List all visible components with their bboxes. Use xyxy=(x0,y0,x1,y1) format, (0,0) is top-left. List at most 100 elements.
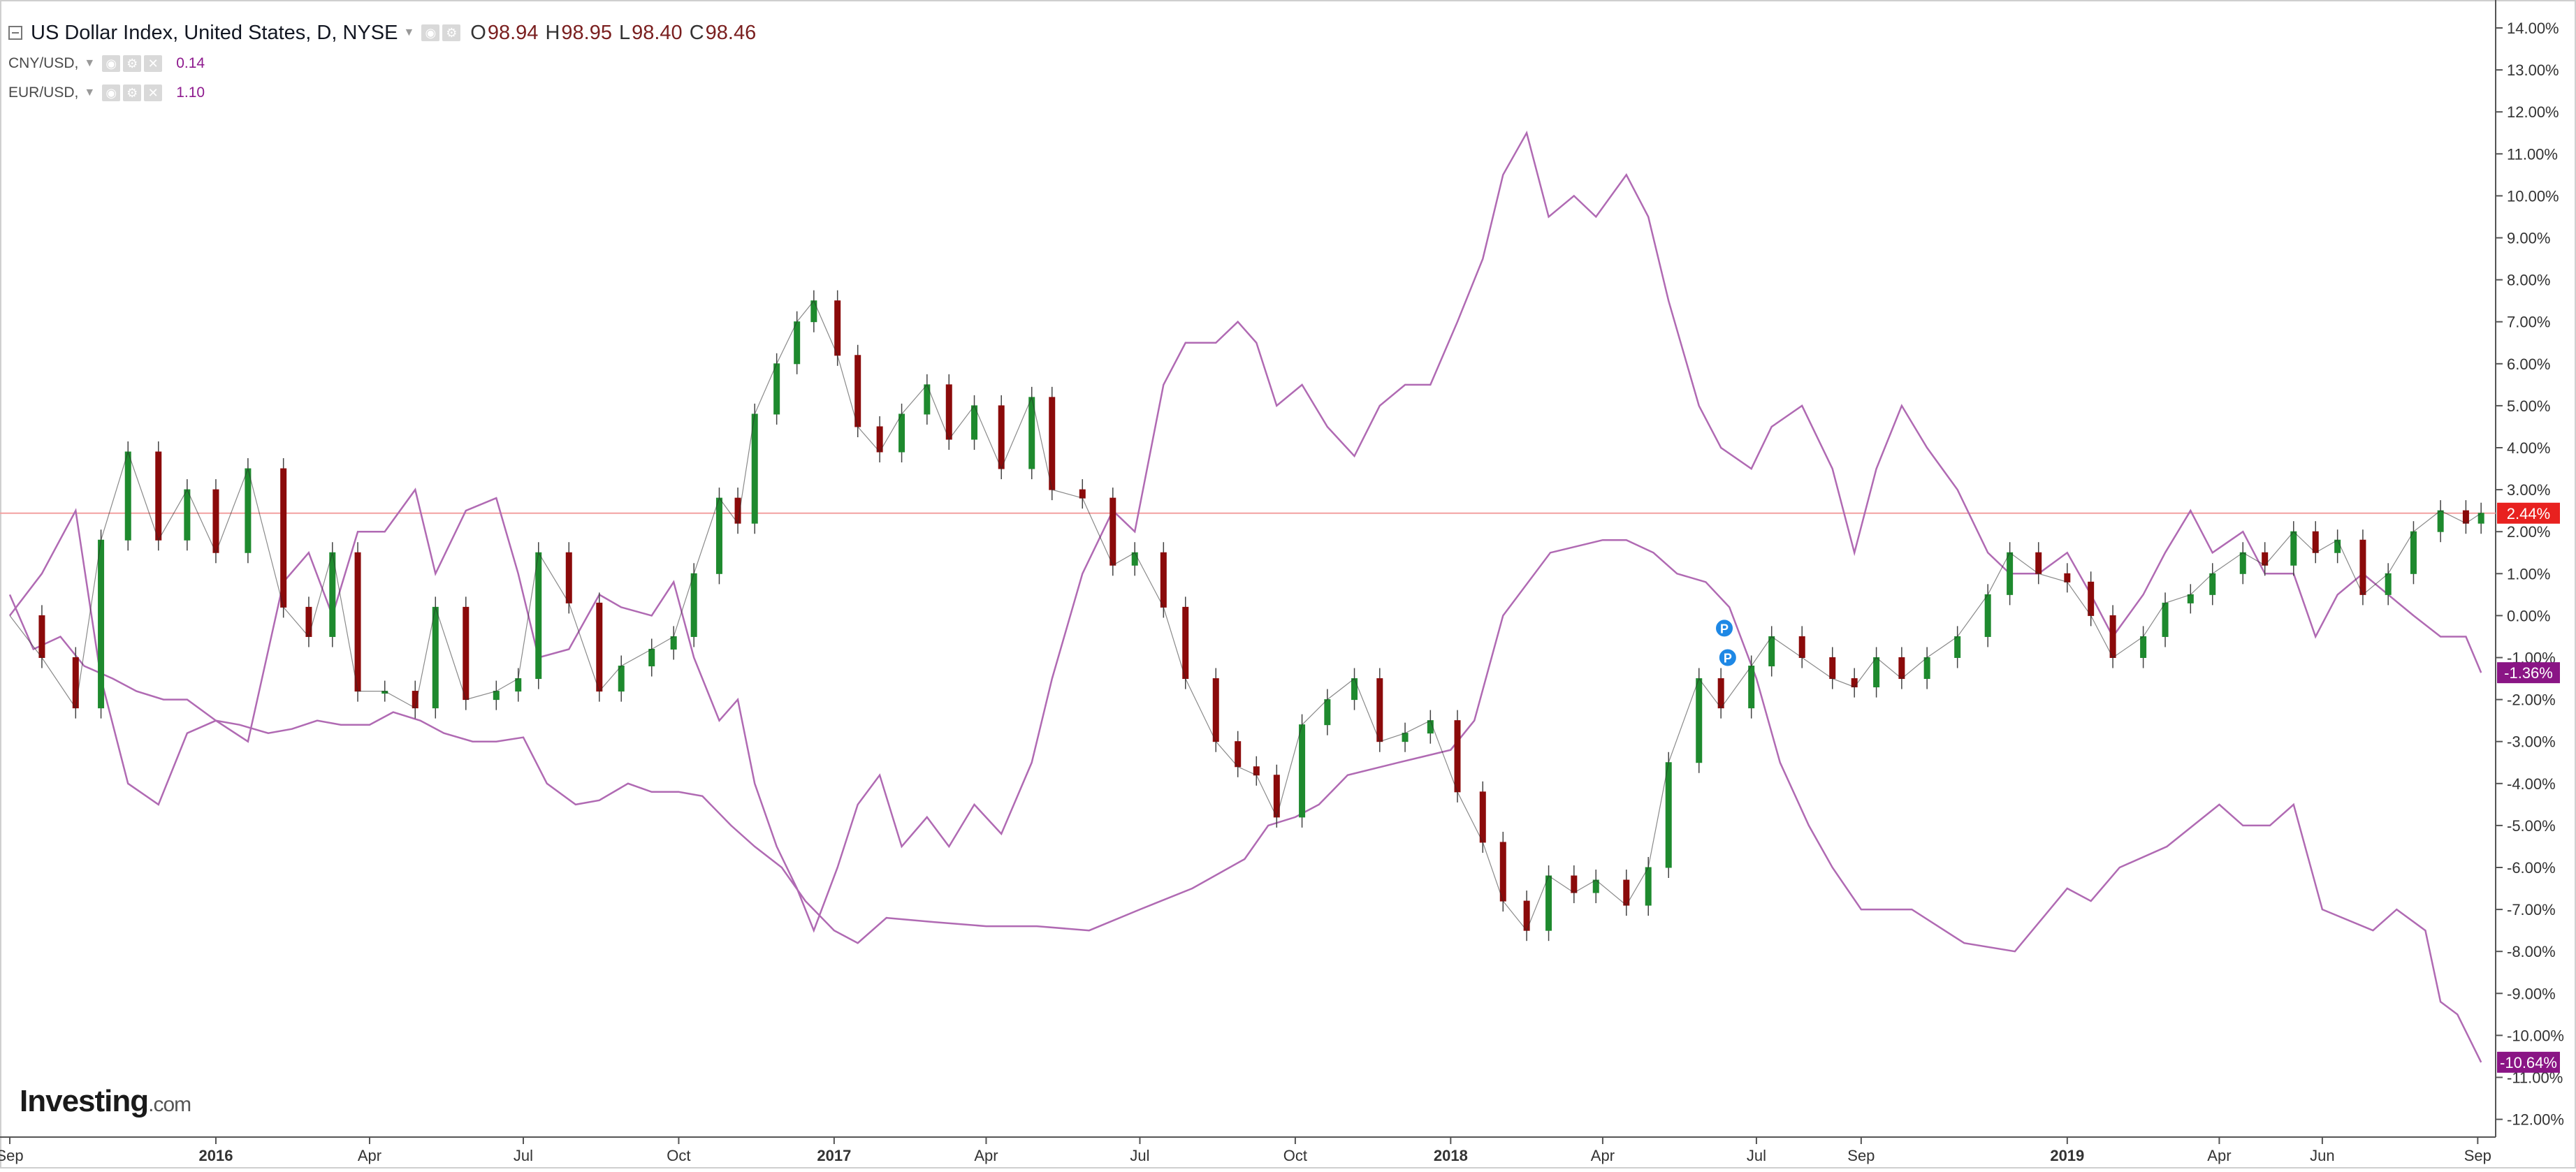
dxy-last-badge-text: 2.44% xyxy=(2507,505,2550,522)
candle xyxy=(1623,870,1630,916)
chevron-down-icon[interactable]: ▼ xyxy=(84,57,96,69)
candle xyxy=(1351,668,1358,710)
candle xyxy=(1768,626,1775,677)
low-value: 98.40 xyxy=(632,21,683,44)
candle-body xyxy=(72,657,79,709)
candle xyxy=(715,488,722,585)
candle-body xyxy=(1212,678,1219,742)
eye-icon[interactable]: ◉ xyxy=(421,24,440,41)
gear-icon[interactable]: ⚙ xyxy=(442,24,461,41)
dxy-last-badge: 2.44% xyxy=(2497,502,2560,524)
x-tick-label: Sep xyxy=(2464,1147,2491,1164)
collapse-icon[interactable] xyxy=(8,26,22,40)
candle xyxy=(1829,647,1836,689)
candle-body xyxy=(898,413,905,453)
y-tick-label: 5.00% xyxy=(2507,397,2550,415)
x-tick-label: 2016 xyxy=(198,1147,233,1164)
x-tick-label: Apr xyxy=(1591,1147,1615,1164)
chevron-down-icon[interactable]: ▼ xyxy=(84,87,96,98)
y-tick-label: -12.00% xyxy=(2507,1111,2564,1129)
candle xyxy=(1273,764,1280,828)
candle-body xyxy=(715,497,722,574)
y-tick-label: -2.00% xyxy=(2507,691,2556,709)
candle-body xyxy=(1402,733,1409,742)
candle xyxy=(618,655,625,702)
gear-icon[interactable]: ⚙ xyxy=(123,55,142,72)
candle xyxy=(1954,626,1961,668)
candle-body xyxy=(945,384,952,440)
eur-usd-line xyxy=(9,130,2482,933)
y-tick-label: 0.00% xyxy=(2507,607,2550,624)
eye-icon[interactable]: ◉ xyxy=(102,55,121,72)
candle xyxy=(1923,647,1930,689)
candle-body xyxy=(1182,606,1189,680)
candle xyxy=(1109,488,1116,576)
open-label: O xyxy=(470,21,486,44)
candle xyxy=(924,374,931,425)
event-marker[interactable]: P xyxy=(1717,647,1738,668)
candle-body xyxy=(1131,552,1138,566)
candle-body xyxy=(2162,602,2169,637)
close-icon[interactable]: ✕ xyxy=(144,55,163,72)
candle-body xyxy=(305,606,312,637)
candle-body xyxy=(1645,867,1652,906)
candle-body xyxy=(2187,594,2194,603)
event-marker[interactable]: P xyxy=(1715,618,1735,638)
candle xyxy=(2385,563,2392,606)
candle xyxy=(212,479,219,564)
candle-body xyxy=(1851,678,1858,688)
candle xyxy=(1898,647,1905,689)
candle-body xyxy=(1798,636,1805,659)
y-tick-label: 9.00% xyxy=(2507,230,2550,247)
y-tick-label: -9.00% xyxy=(2507,985,2556,1002)
dxy-close-path xyxy=(9,300,2482,932)
candle-body xyxy=(1160,552,1167,608)
eye-icon[interactable]: ◉ xyxy=(102,85,121,101)
close-icon[interactable]: ✕ xyxy=(144,85,163,101)
candle-body xyxy=(432,606,439,709)
candle-body xyxy=(2007,552,2014,595)
candle xyxy=(794,311,801,374)
cny-series-name[interactable]: CNY/USD, xyxy=(8,55,79,71)
main-series-title[interactable]: US Dollar Index, United States, D, NYSE xyxy=(31,21,398,44)
candle-body xyxy=(751,413,758,524)
candle xyxy=(1079,479,1086,509)
candle xyxy=(2334,529,2341,564)
candle-body xyxy=(1109,497,1116,566)
candle xyxy=(1253,756,1260,786)
candle xyxy=(354,542,361,702)
candle-body xyxy=(124,451,131,541)
candle-body xyxy=(535,552,542,680)
candle xyxy=(1592,870,1599,904)
candle xyxy=(998,395,1005,480)
x-tick-label: Oct xyxy=(667,1147,690,1164)
plot-area: PP xyxy=(8,130,2484,1063)
candle xyxy=(2109,605,2116,668)
candle xyxy=(2064,563,2071,593)
candle-body xyxy=(1898,657,1905,680)
candle xyxy=(38,605,45,668)
marker-label: P xyxy=(1720,622,1729,636)
candle-body xyxy=(2385,573,2392,595)
x-tick-label: Oct xyxy=(1283,1147,1307,1164)
candle xyxy=(1324,689,1331,735)
eur-series-name[interactable]: EUR/USD, xyxy=(8,85,79,101)
candle-body xyxy=(1499,842,1506,902)
candle xyxy=(1571,865,1578,904)
candle-body xyxy=(2462,510,2469,524)
candle xyxy=(1873,647,1880,698)
candle-body xyxy=(2359,539,2366,595)
candle-body xyxy=(2209,573,2216,595)
close-label: C xyxy=(689,21,704,44)
candle-body xyxy=(2437,510,2444,532)
chevron-down-icon[interactable]: ▼ xyxy=(403,27,415,38)
candle xyxy=(2187,584,2194,614)
candle xyxy=(2209,563,2216,606)
candle-body xyxy=(565,552,572,603)
y-tick-label: 2.00% xyxy=(2507,523,2550,541)
candle-body xyxy=(1299,724,1306,818)
y-tick-label: -5.00% xyxy=(2507,817,2556,835)
gear-icon[interactable]: ⚙ xyxy=(123,85,142,101)
